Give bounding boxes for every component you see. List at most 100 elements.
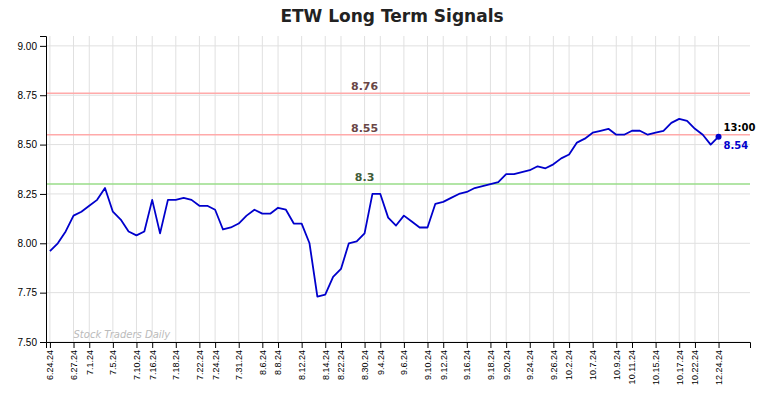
x-tick-label: 9.4.24 (376, 350, 386, 375)
x-tick-label: 7.18.24 (171, 350, 181, 380)
x-tick-mark (199, 342, 200, 348)
x-tick-label: 9.16.24 (462, 350, 472, 380)
grid-line (46, 45, 750, 46)
grid-line (46, 243, 750, 244)
x-tick-mark (113, 342, 114, 348)
x-tick-label: 9.26.24 (549, 350, 559, 380)
grid-line (490, 36, 491, 342)
x-tick-mark (239, 342, 240, 348)
watermark: Stock Traders Daily (74, 329, 172, 340)
grid-line (529, 36, 530, 342)
grid (46, 36, 750, 342)
grid-line (466, 36, 467, 342)
line (50, 119, 719, 297)
x-tick-mark (679, 342, 680, 348)
x-tick: 10.17.24 (675, 342, 685, 385)
grid-line (718, 36, 719, 342)
x-tick: 10.11.24 (627, 342, 637, 384)
x-tick: 9.26.24 (549, 342, 559, 380)
grid-line (325, 36, 326, 342)
end-label: 8.54 (724, 140, 749, 151)
x-tick-label: 8.6.24 (258, 350, 268, 375)
grid-line (262, 36, 263, 342)
reference-label: 8.76 (351, 80, 378, 93)
x-tick-mark (152, 342, 153, 348)
x-axis: 6.24.246.27.247.1.247.5.247.10.247.16.24… (45, 342, 750, 385)
x-tick-mark (278, 342, 279, 348)
x-tick-mark (365, 342, 366, 348)
x-tick-label: 9.10.24 (423, 350, 433, 380)
y-tick-label: 7.50 (18, 337, 38, 348)
reference-label: 8.55 (351, 122, 378, 135)
y-tick-label: 8.75 (18, 90, 38, 101)
x-tick-label: 7.1.24 (85, 350, 95, 375)
y-tick: 8.00 (18, 238, 46, 249)
plot: 6.24.246.27.247.1.247.5.247.10.247.16.24… (18, 36, 756, 385)
x-tick-label: 9.24.24 (525, 350, 535, 380)
y-tick-mark (40, 95, 46, 96)
x-tick-label: 7.24.24 (210, 350, 220, 380)
x-tick-label: 10.7.24 (588, 350, 598, 380)
x-tick-mark (74, 342, 75, 348)
x-tick-mark (380, 342, 381, 348)
x-tick: 9.24.24 (525, 342, 535, 380)
x-tick: 8.12.24 (297, 342, 307, 380)
title: ETW Long Term Signals (280, 6, 503, 26)
y-tick: 7.50 (18, 337, 46, 348)
x-tick: 7.24.24 (210, 342, 220, 380)
x-tick: 7.1.24 (85, 342, 95, 375)
grid-line (49, 36, 50, 342)
y-tick-mark (40, 46, 46, 47)
x-tick: 8.6.24 (258, 342, 268, 375)
x-tick: 10.9.24 (612, 342, 622, 380)
reference-line (46, 183, 750, 185)
grid-line (340, 36, 341, 342)
y-tick: 8.25 (18, 189, 46, 200)
x-tick: 7.31.24 (234, 342, 244, 380)
x-tick: 9.12.24 (439, 342, 449, 380)
reference-label: 8.3 (355, 171, 375, 184)
x-tick-mark (215, 342, 216, 348)
x-tick: 7.22.24 (195, 342, 205, 380)
x-tick-mark (176, 342, 177, 348)
x-tick-mark (50, 342, 51, 348)
x-tick-mark (530, 342, 531, 348)
x-tick-mark (569, 342, 570, 348)
x-axis-line (47, 343, 751, 349)
reference-line (46, 134, 750, 136)
grid-line (427, 36, 428, 342)
x-tick-label: 9.18.24 (486, 350, 496, 380)
x-tick-label: 9.12.24 (439, 350, 449, 380)
x-tick: 10.2.24 (564, 342, 574, 380)
grid-line (553, 36, 554, 342)
marks (46, 93, 750, 296)
x-tick-mark (506, 342, 507, 348)
x-tick-label: 10.9.24 (612, 350, 622, 380)
x-tick-mark (632, 342, 633, 348)
y-tick-label: 8.50 (18, 139, 38, 150)
reference-line (46, 93, 750, 95)
x-tick: 12.24.24 (714, 342, 724, 385)
x-tick-label: 10.22.24 (690, 350, 700, 385)
x-tick-label: 6.24.24 (45, 350, 55, 380)
y-tick-label: 7.75 (18, 287, 38, 298)
annotations: 8.768.558.313:008.54Stock Traders Daily (74, 80, 756, 340)
x-tick: 9.18.24 (486, 342, 496, 380)
x-tick-mark (553, 342, 554, 348)
grid-line (632, 36, 633, 342)
x-tick: 9.10.24 (423, 342, 433, 380)
grid-line (46, 292, 750, 293)
y-tick-mark (40, 342, 46, 343)
x-tick-label: 6.27.24 (69, 350, 79, 380)
x-tick: 7.5.24 (108, 342, 118, 375)
x-tick-mark (325, 342, 326, 348)
x-tick: 7.10.24 (132, 342, 142, 380)
grid-line (380, 36, 381, 342)
x-tick: 6.24.24 (45, 342, 55, 380)
x-tick-label: 7.5.24 (108, 350, 118, 375)
x-tick: 9.6.24 (399, 342, 409, 375)
grid-line (112, 36, 113, 342)
grid-line (175, 36, 176, 342)
grid-line (443, 36, 444, 342)
x-tick-label: 10.11.24 (627, 350, 637, 384)
